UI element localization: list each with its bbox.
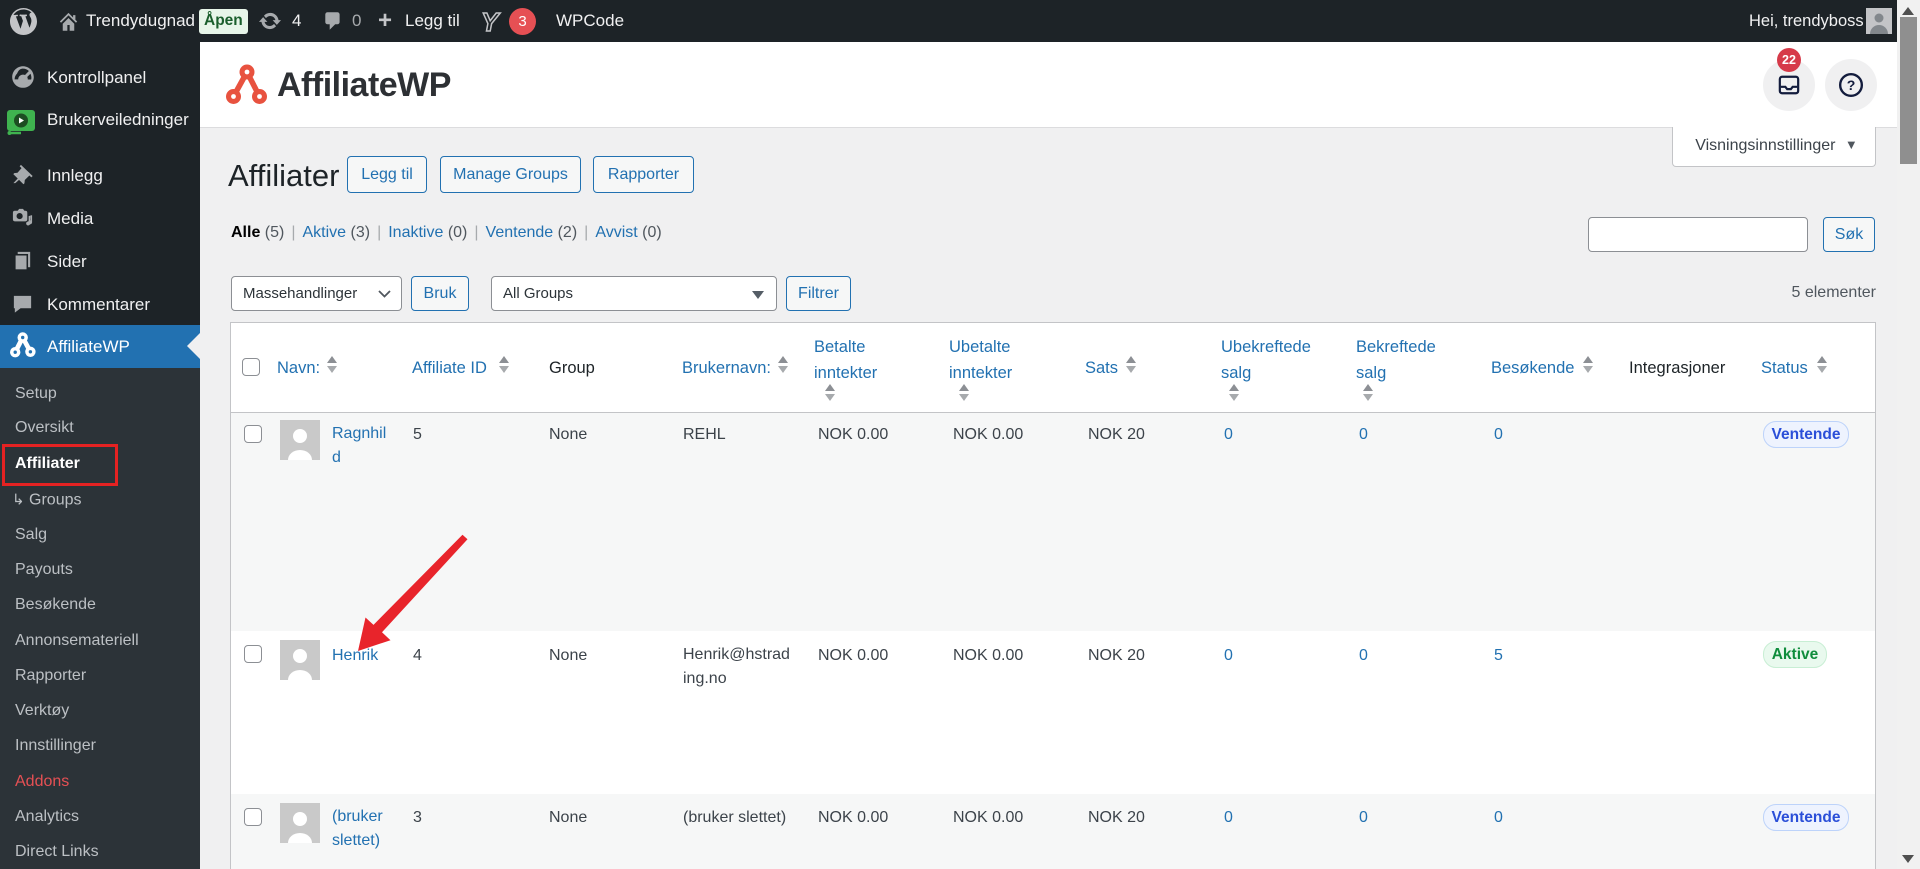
svg-text:Y: Y	[481, 8, 501, 34]
svg-text:?: ?	[1847, 77, 1856, 93]
